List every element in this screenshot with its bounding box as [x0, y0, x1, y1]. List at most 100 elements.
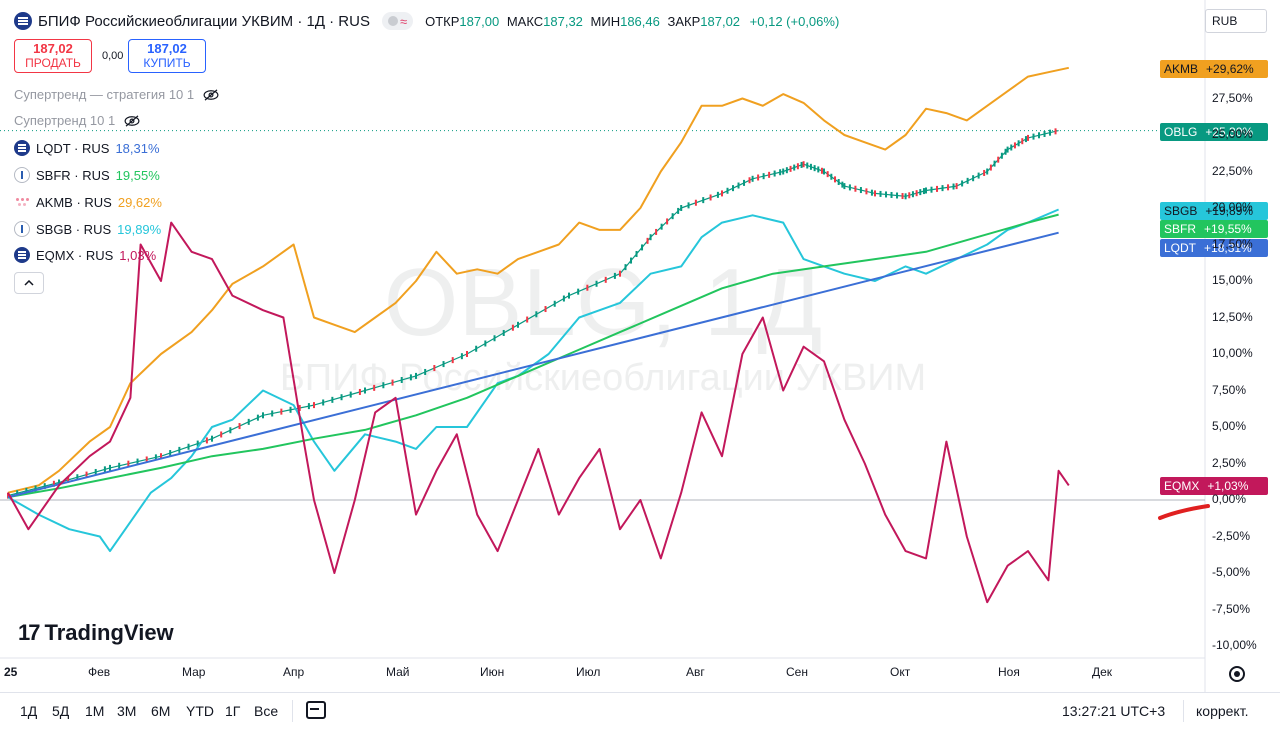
oblg-candle: [630, 257, 633, 264]
oblg-candle: [553, 300, 556, 307]
timeframe-1m[interactable]: 1М: [85, 703, 105, 719]
oblg-candle: [972, 175, 975, 182]
ring-icon: [14, 221, 30, 237]
x-tick-label: Мар: [182, 665, 206, 679]
buy-button[interactable]: 187,02 КУПИТЬ: [128, 39, 206, 73]
oblg-candle: [806, 162, 809, 169]
y-tick-label: 10,00%: [1212, 346, 1253, 360]
oblg-candle: [205, 437, 208, 444]
stack-icon: [14, 247, 30, 263]
series-line-akmb: [7, 66, 1070, 494]
oblg-candle: [562, 295, 565, 302]
oblg-candle: [896, 192, 899, 199]
oblg-candle: [813, 165, 816, 172]
tradingview-logo[interactable]: 17 TradingView: [18, 620, 174, 645]
x-tick-label: Июн: [480, 665, 505, 679]
eye-hidden-icon[interactable]: [123, 114, 141, 127]
oblg-candle: [757, 174, 760, 181]
indicator-supertrend[interactable]: Супертренд 10 1: [14, 113, 141, 128]
oblg-candle: [25, 487, 28, 494]
oblg-candle: [793, 164, 796, 171]
legend-item-sbgb[interactable]: SBGB · RUS 19,89%: [14, 221, 161, 237]
date-range-icon[interactable]: [306, 701, 326, 719]
oblg-candle: [660, 223, 663, 230]
oblg-candle: [526, 316, 529, 323]
ring-icon: [14, 167, 30, 183]
oblg-candle: [687, 202, 690, 209]
clock[interactable]: 13:27:21 UTC+3: [1062, 703, 1166, 719]
oblg-candle: [890, 191, 893, 198]
oblg-candle: [298, 404, 301, 411]
oblg-candle: [768, 171, 771, 178]
oblg-candle: [280, 408, 283, 415]
oblg-candle: [424, 368, 427, 375]
legend-item-lqdt[interactable]: LQDT · RUS 18,31%: [14, 140, 160, 156]
oblg-candle: [577, 288, 580, 295]
timeframe-ytd[interactable]: YTD: [186, 703, 214, 719]
timeframe-5d[interactable]: 5Д: [52, 703, 70, 719]
price-badge-oblg: OBLG +25,30%: [1160, 123, 1268, 141]
oblg-candle: [307, 403, 310, 410]
adjustment-toggle[interactable]: коррект.: [1196, 703, 1249, 719]
timeframe-6m[interactable]: 6М: [151, 703, 171, 719]
symbol-title[interactable]: БПИФ Российскиеоблигации УКВИМ · 1Д · RU…: [38, 12, 370, 30]
oblg-candle: [930, 186, 933, 193]
legend-item-sbfr[interactable]: SBFR · RUS 19,55%: [14, 167, 160, 183]
oblg-candle: [751, 175, 754, 182]
oblg-candle: [796, 163, 799, 170]
market-status-pill[interactable]: ≈: [381, 12, 414, 30]
oblg-candle: [289, 406, 292, 413]
y-tick-label: 22,50%: [1212, 163, 1253, 178]
collapse-legend-button[interactable]: [14, 272, 44, 294]
oblg-candle: [586, 284, 589, 291]
legend-item-akmb[interactable]: AKMB · RUS 29,62%: [14, 194, 162, 210]
oblg-candle: [169, 450, 172, 457]
timeframe-1d[interactable]: 1Д: [20, 703, 38, 719]
oblg-candle: [373, 384, 376, 391]
gear-icon[interactable]: [1229, 666, 1245, 682]
eye-hidden-icon[interactable]: [202, 88, 220, 101]
x-tick-label: Сен: [786, 665, 808, 679]
oblg-candle: [830, 173, 833, 180]
oblg-candle: [726, 187, 729, 194]
timeframe-1y[interactable]: 1Г: [225, 703, 241, 719]
oblg-candle: [915, 190, 918, 197]
oblg-candle: [997, 156, 1000, 163]
oblg-candle: [834, 176, 837, 183]
sell-button[interactable]: 187,02 ПРОДАТЬ: [14, 39, 92, 73]
oblg-candle: [843, 183, 846, 190]
oblg-candle: [238, 423, 241, 430]
oblg-candle: [865, 188, 868, 195]
oblg-candle: [870, 189, 873, 196]
oblg-candle: [817, 166, 820, 173]
currency-select[interactable]: RUB: [1205, 9, 1267, 33]
x-tick-label: Апр: [283, 665, 305, 679]
ohlc-values: ОТКР187,00 МАКС187,32 МИН186,46 ЗАКР187,…: [425, 13, 840, 29]
oblg-candle: [941, 185, 944, 192]
y-tick-label: 17,50%: [1212, 236, 1253, 251]
oblg-candle: [1010, 144, 1013, 151]
oblg-candle: [732, 185, 735, 192]
oblg-candle: [1021, 138, 1024, 145]
x-tick-label: Авг: [686, 665, 705, 679]
y-tick-label: 25,00%: [1212, 127, 1253, 141]
indicator-supertrend-strategy[interactable]: Супертренд — стратегия 10 1: [14, 87, 220, 102]
oblg-candle: [671, 213, 674, 220]
oblg-candle: [1049, 129, 1052, 136]
oblg-candle: [568, 292, 570, 299]
oblg-candle: [966, 177, 969, 184]
oblg-candle: [709, 194, 712, 201]
oblg-candle: [785, 167, 788, 174]
timeframe-all[interactable]: Все: [254, 703, 279, 719]
timeframe-3m[interactable]: 3М: [117, 703, 137, 719]
oblg-candle: [1006, 146, 1009, 153]
dots-icon: [14, 194, 30, 210]
oblg-candle: [331, 396, 334, 403]
legend-item-eqmx[interactable]: EQMX · RUS 1,03%: [14, 247, 156, 263]
oblg-candle: [127, 460, 130, 467]
y-tick-label: 15,00%: [1212, 273, 1253, 287]
y-tick-label: -7,50%: [1212, 601, 1251, 616]
y-tick-label: 7,50%: [1212, 382, 1247, 397]
oblg-candle: [322, 399, 325, 406]
